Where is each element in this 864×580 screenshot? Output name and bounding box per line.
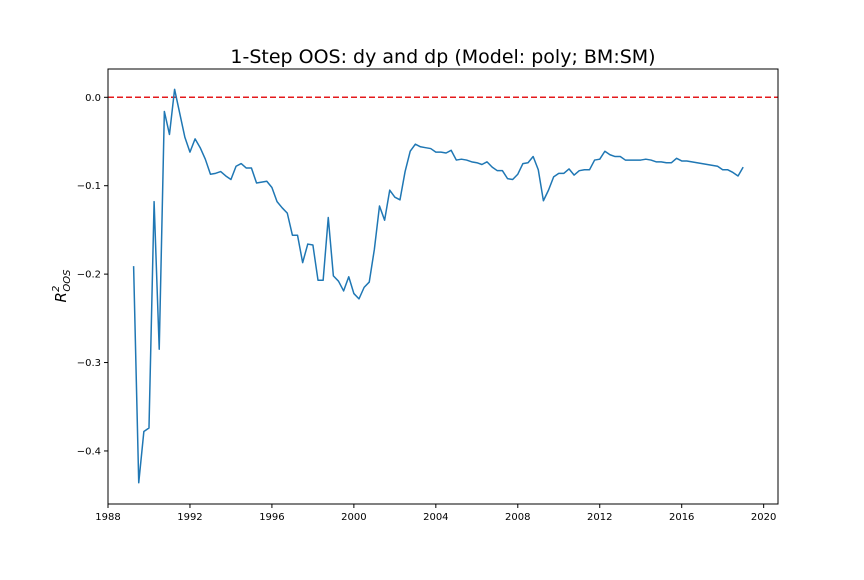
y-axis: 0.0 −0.1 −0.2 −0.3 −0.4 — [77, 93, 108, 457]
chart-title: 1-Step OOS: dy and dp (Model: poly; BM:S… — [230, 46, 655, 68]
x-tick-label: 1996 — [259, 512, 284, 523]
series-layer — [132, 88, 744, 484]
y-tick-label: −0.2 — [77, 270, 101, 281]
x-tick-label: 2008 — [505, 512, 530, 523]
x-tick-label: 1988 — [95, 512, 120, 523]
x-tick-label: 2000 — [341, 512, 366, 523]
x-tick-label: 2016 — [669, 512, 694, 523]
y-axis-label-superscript: 2 — [51, 286, 62, 292]
y-tick-label: −0.3 — [77, 358, 101, 369]
y-tick-label: 0.0 — [85, 93, 101, 104]
y-axis-label: R2OOS — [51, 269, 73, 303]
r2-oos-series-line — [132, 88, 744, 484]
y-axis-label-main: R — [52, 292, 70, 302]
plot-area-frame — [107, 68, 779, 505]
x-axis: 1988 1992 1996 2000 2004 2008 2012 2016 2020 — [95, 504, 776, 523]
y-axis-label-subscript: OOS — [62, 269, 73, 292]
x-tick-label: 1992 — [177, 512, 202, 523]
y-tick-label: −0.1 — [77, 181, 101, 192]
x-tick-label: 2012 — [587, 512, 612, 523]
y-tick-label: −0.4 — [77, 446, 101, 457]
x-tick-label: 2004 — [423, 512, 448, 523]
x-tick-label: 2020 — [751, 512, 776, 523]
